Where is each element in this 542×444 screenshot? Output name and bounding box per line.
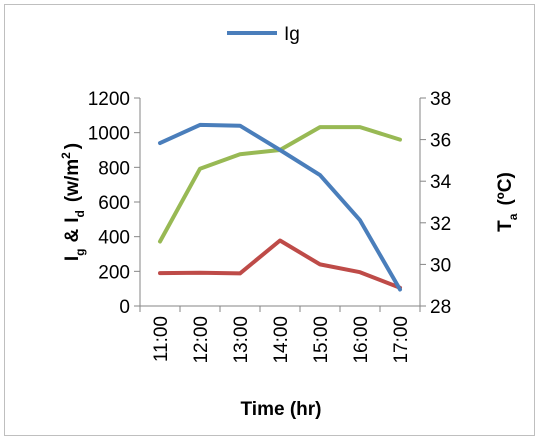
left-title-sub1: g bbox=[73, 249, 87, 256]
legend-ig-label: Ig bbox=[284, 24, 300, 45]
x-tick-label: 13:00 bbox=[231, 316, 252, 364]
right-title-sub: a bbox=[506, 213, 520, 220]
right-tick-label: 38 bbox=[430, 89, 451, 110]
left-tick-label: 200 bbox=[98, 262, 130, 283]
x-axis-title: Time (hr) bbox=[241, 399, 322, 420]
left-title-sub2: d bbox=[73, 210, 87, 217]
series-ig-line bbox=[158, 122, 402, 292]
x-tick-label: 15:00 bbox=[311, 316, 332, 364]
x-tick-label: 16:00 bbox=[351, 316, 372, 364]
right-title-unit: (ºC) bbox=[495, 172, 516, 205]
right-title-main: T bbox=[495, 220, 516, 232]
x-tick-label: 12:00 bbox=[191, 316, 212, 364]
right-y-axis-title: Ta (ºC) bbox=[495, 172, 520, 232]
x-tick-label: 17:00 bbox=[391, 316, 412, 364]
series-id-line bbox=[158, 238, 402, 290]
left-tick-label: 0 bbox=[119, 297, 130, 318]
series-layer bbox=[158, 122, 402, 292]
left-title-main2: I bbox=[62, 218, 83, 223]
x-tick-label: 14:00 bbox=[271, 316, 292, 364]
x-ticks: 11:00 12:00 13:00 14:00 15:00 16:00 17:00 bbox=[139, 306, 421, 364]
left-title-close: ) bbox=[62, 143, 83, 149]
left-title-unit: (w/m bbox=[62, 159, 83, 202]
legend: Ig bbox=[227, 24, 300, 45]
left-tick-label: 1200 bbox=[88, 89, 130, 110]
right-tick-label: 32 bbox=[430, 214, 451, 235]
left-tick-label: 600 bbox=[98, 193, 130, 214]
right-tick-label: 28 bbox=[430, 297, 451, 318]
right-tick-label: 34 bbox=[430, 172, 452, 193]
right-tick-label: 30 bbox=[430, 255, 451, 276]
left-y-axis-title: Ig & Id (w/m2) bbox=[59, 143, 87, 261]
left-tick-label: 800 bbox=[98, 158, 130, 179]
x-tick-label: 11:00 bbox=[151, 316, 172, 362]
chart-frame bbox=[4, 4, 535, 436]
left-title-amp: & bbox=[62, 229, 83, 243]
left-tick-label: 400 bbox=[98, 228, 130, 249]
left-title-main1: I bbox=[62, 256, 83, 261]
left-y-ticks: 0 200 400 600 800 1000 1200 bbox=[88, 89, 140, 318]
left-title-sup: 2 bbox=[59, 152, 73, 159]
right-y-ticks: 28 30 32 34 36 38 bbox=[420, 89, 452, 318]
right-tick-label: 36 bbox=[430, 131, 451, 152]
left-tick-label: 1000 bbox=[88, 124, 130, 145]
